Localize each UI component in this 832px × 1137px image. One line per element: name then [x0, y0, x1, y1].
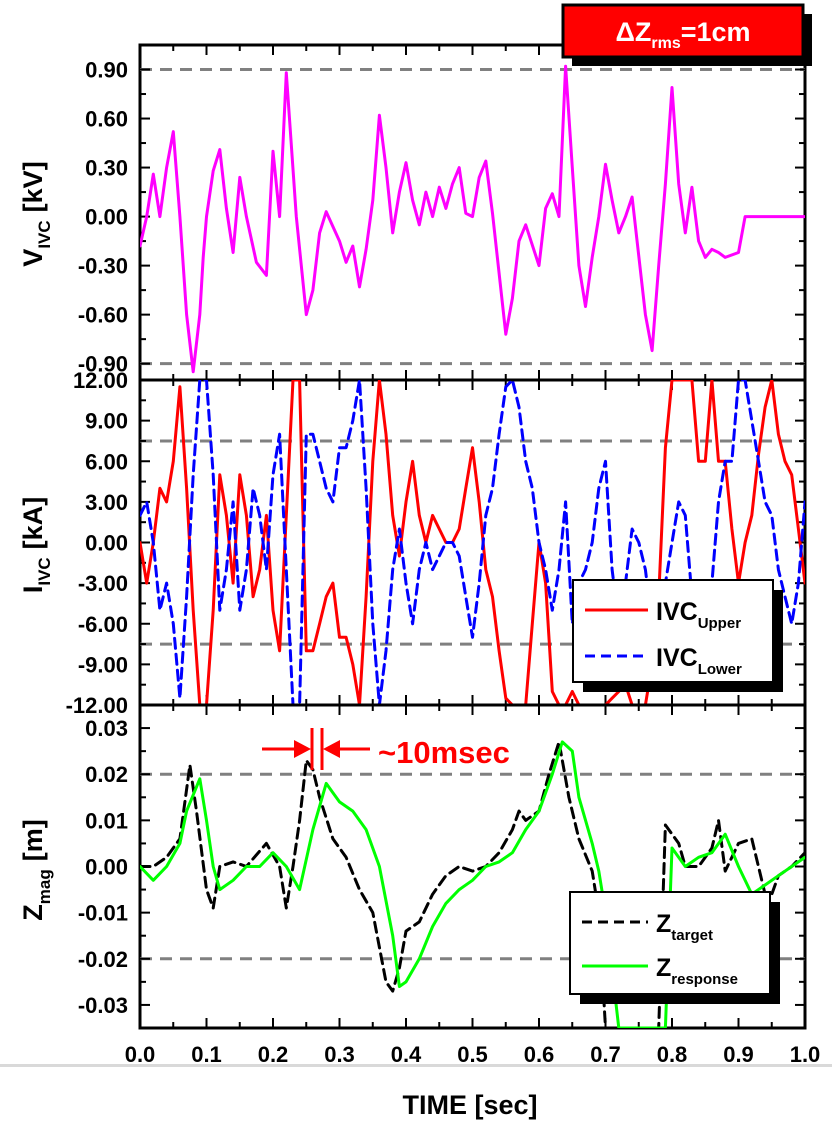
legend-response-sub: response — [671, 971, 738, 988]
ylabel-position: Zmag [m] — [18, 819, 54, 920]
ytick-label-voltage-1: 0.60 — [85, 107, 128, 132]
delta-z-badge: ΔZrms=1cm — [561, 3, 812, 66]
panel-position-series — [140, 740, 805, 1028]
ytick-label-voltage-0: 0.90 — [85, 58, 128, 83]
panel-current-ticks: 12.00 9.00 6.00 3.00 0.00 -3.00 -6.00 -9.00 -12.… — [66, 368, 806, 718]
ytick-label-current-1: 9.00 — [85, 409, 128, 434]
legend-upper-main: IVC — [656, 598, 698, 626]
ytick-label-position-5: -0.02 — [78, 947, 128, 972]
xtick-label-3: 0.3 — [324, 1042, 355, 1067]
ytick-label-current-8: -12.00 — [66, 693, 128, 718]
legend-target-label: Ztarget — [656, 910, 713, 944]
panel-voltage: 0.90 0.60 0.30 0.00 -0.30 -0.60 -0.90 — [78, 43, 807, 382]
ytick-label-voltage-3: 0.00 — [85, 205, 128, 230]
panel-current-reference-lines — [140, 439, 805, 646]
panel-voltage-ticks: 0.90 0.60 0.30 0.00 -0.30 -0.60 -0.90 — [78, 45, 806, 380]
xtick-label-6: 0.6 — [524, 1042, 555, 1067]
badge-text: ΔZrms=1cm — [615, 17, 750, 52]
ytick-label-current-0: 12.00 — [73, 368, 128, 393]
series-line-position-1 — [140, 740, 805, 1028]
ylabel-voltage: VIVC [kV] — [18, 161, 54, 266]
legend-position-box — [569, 891, 771, 995]
xtick-label-0: 0.0 — [125, 1042, 156, 1067]
legend-upper-label: IVCUpper — [656, 598, 741, 632]
ylabel-voltage-unit: [kV] — [18, 161, 48, 212]
panel-voltage-reference-lines — [140, 68, 805, 366]
xtick-label-2: 0.2 — [258, 1042, 289, 1067]
annotation-text: ~10msec — [378, 735, 510, 770]
annotation-arrow-right-head — [323, 740, 340, 758]
ytick-label-current-2: 6.00 — [85, 449, 128, 474]
legend-upper-sub: Upper — [698, 615, 742, 632]
bottom-separator — [0, 1064, 832, 1067]
ylabel-current-sub: IVC — [35, 557, 54, 585]
xtick-label-7: 0.7 — [590, 1042, 621, 1067]
series-line-voltage-0 — [140, 64, 805, 374]
ylabel-voltage-sub: IVC — [35, 220, 54, 248]
ylabel-position-unit: [m] — [18, 819, 48, 861]
ytick-label-current-4: 0.00 — [85, 531, 128, 556]
badge-box — [561, 3, 805, 59]
xtick-label-1: 0.1 — [191, 1042, 222, 1067]
xtick-label-8: 0.8 — [657, 1042, 688, 1067]
ytick-label-position-3: 0.00 — [85, 855, 128, 880]
panel-position-reference-lines — [140, 772, 805, 961]
panel-position-ticks: 0.03 0.02 0.01 0.00 -0.01 -0.02 -0.03 — [78, 705, 806, 1028]
legend-response-label: Zresponse — [656, 954, 738, 988]
ylabel-current-unit: [kA] — [18, 497, 48, 550]
badge-rest: =1cm — [681, 17, 751, 47]
legend-current: IVCUpper IVCLower — [572, 579, 783, 692]
ytick-label-position-2: 0.01 — [85, 808, 128, 833]
legend-current-box — [572, 579, 774, 683]
xlabel: TIME [sec] — [402, 1090, 537, 1120]
legend-lower-label: IVCLower — [656, 644, 742, 678]
ytick-label-voltage-4: -0.30 — [78, 254, 128, 279]
ylabel-current-main: I — [18, 586, 48, 594]
ytick-label-current-3: 3.00 — [85, 490, 128, 515]
legend-position: Ztarget Zresponse — [569, 891, 780, 1004]
ylabel-voltage-main: V — [18, 249, 48, 267]
ylabel-position-main: Z — [18, 904, 48, 921]
ytick-label-position-0: 0.03 — [85, 716, 128, 741]
ylabel-position-sub: mag — [35, 869, 54, 904]
legend-target-main: Z — [656, 910, 671, 938]
badge-delta: ΔZ — [615, 17, 651, 47]
badge-sub: rms — [651, 35, 680, 52]
annotation-arrow-left-head — [294, 740, 311, 758]
ytick-label-voltage-6: -0.90 — [78, 352, 128, 377]
legend-lower-sub: Lower — [698, 661, 742, 678]
ytick-label-position-1: 0.02 — [85, 762, 128, 787]
ytick-label-current-5: -3.00 — [78, 571, 128, 596]
panel-voltage-series — [140, 64, 805, 374]
series-line-current-0 — [140, 380, 805, 705]
panel-current-series — [140, 380, 805, 705]
ytick-label-current-6: -6.00 — [78, 612, 128, 637]
legend-lower-main: IVC — [656, 644, 698, 672]
series-line-position-0 — [140, 740, 805, 1028]
xtick-label-9: 0.9 — [723, 1042, 754, 1067]
ytick-label-position-4: -0.01 — [78, 901, 128, 926]
ytick-label-voltage-2: 0.30 — [85, 156, 128, 181]
delay-annotation: ~10msec — [262, 728, 510, 770]
panel-position: 0.03 0.02 0.01 0.00 -0.01 -0.02 -0.03 — [78, 703, 807, 1030]
ytick-label-voltage-5: -0.60 — [78, 303, 128, 328]
ylabel-current: IIVC [kA] — [18, 497, 54, 593]
ytick-label-current-7: -9.00 — [78, 652, 128, 677]
legend-target-sub: target — [671, 927, 713, 944]
ytick-label-position-6: -0.03 — [78, 993, 128, 1018]
legend-response-main: Z — [656, 954, 671, 982]
xtick-label-5: 0.5 — [457, 1042, 488, 1067]
x-tick-labels: 0.0 0.1 0.2 0.3 0.4 0.5 0.6 0.7 0.8 0.9 1.0 — [125, 1042, 821, 1067]
xtick-label-4: 0.4 — [391, 1042, 422, 1067]
xtick-label-10: 1.0 — [790, 1042, 821, 1067]
series-line-current-1 — [140, 380, 805, 705]
